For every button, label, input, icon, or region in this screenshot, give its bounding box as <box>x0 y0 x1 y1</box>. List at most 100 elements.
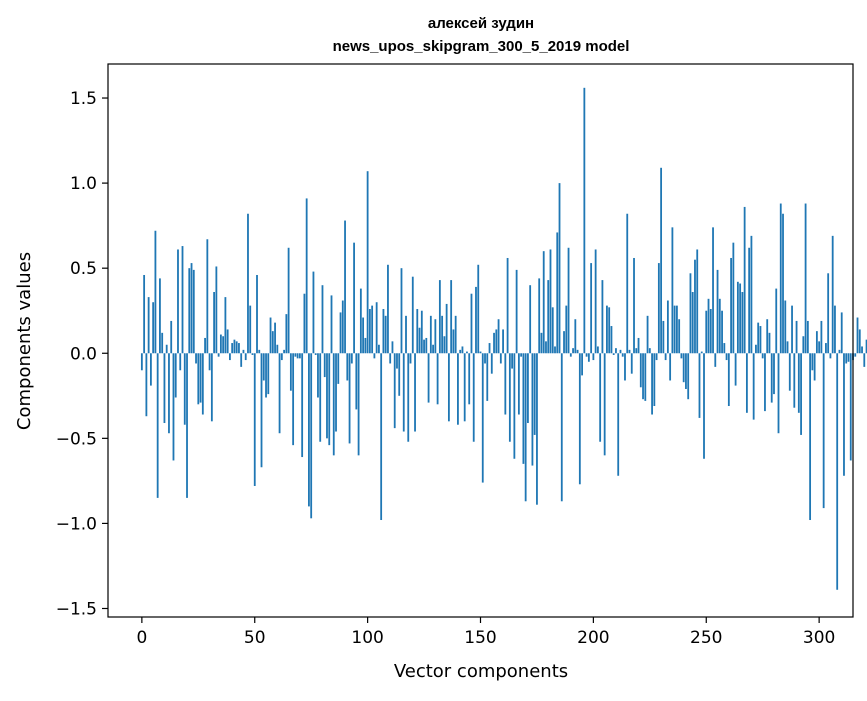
bar <box>520 353 523 357</box>
bar <box>779 203 782 354</box>
bar <box>863 353 866 367</box>
bar <box>387 264 389 354</box>
bar <box>845 353 848 364</box>
bar <box>271 331 274 354</box>
bar <box>549 249 552 354</box>
bar <box>217 353 220 357</box>
bar <box>703 353 705 459</box>
bar <box>289 353 292 391</box>
bar <box>730 257 732 354</box>
bar <box>280 353 283 361</box>
bar <box>445 303 448 354</box>
bar <box>258 349 261 354</box>
bar <box>723 343 726 354</box>
bar <box>565 305 568 354</box>
bar <box>389 353 392 364</box>
bar <box>359 288 362 354</box>
bar <box>317 353 319 398</box>
bar <box>305 198 308 354</box>
y-tick-label: 1.0 <box>70 174 97 194</box>
bar <box>689 273 692 354</box>
bar-series <box>140 87 867 590</box>
bar <box>380 353 383 521</box>
bar <box>734 353 737 386</box>
bar <box>497 319 500 354</box>
bar <box>348 353 351 444</box>
bar <box>434 319 437 354</box>
bar <box>635 348 638 354</box>
bar <box>508 353 511 442</box>
bar <box>235 341 238 354</box>
y-tick-label: −1.5 <box>56 599 97 619</box>
bar <box>545 341 547 354</box>
bar <box>847 353 850 362</box>
bar <box>429 315 432 354</box>
bar <box>606 305 608 354</box>
bar <box>269 317 272 354</box>
bar <box>682 353 685 383</box>
bar <box>337 353 340 384</box>
bar <box>836 353 839 590</box>
bar <box>515 269 518 354</box>
bar <box>802 336 805 354</box>
bar <box>195 353 197 364</box>
bar <box>574 319 577 354</box>
bar <box>475 286 477 354</box>
bar <box>578 353 581 485</box>
bar <box>161 332 164 354</box>
bar <box>793 353 796 408</box>
bar <box>533 353 536 435</box>
bar <box>782 213 784 354</box>
bar <box>378 344 380 354</box>
x-tick-label: 150 <box>464 628 496 648</box>
bar <box>709 309 712 354</box>
bar <box>183 353 186 425</box>
bar <box>513 353 516 459</box>
bar <box>371 305 374 354</box>
bar <box>527 353 529 424</box>
chart-title-line1: алексей зудин <box>428 15 534 32</box>
bar <box>400 268 403 354</box>
bar <box>405 315 407 354</box>
bar <box>825 343 827 354</box>
bar <box>619 349 622 354</box>
bar <box>292 353 295 446</box>
x-tick-label: 200 <box>577 628 609 648</box>
bar <box>481 353 484 483</box>
bar <box>170 320 173 354</box>
bar <box>624 353 626 381</box>
bar <box>628 349 631 354</box>
bar <box>332 353 335 456</box>
bar <box>393 353 396 429</box>
bar <box>168 353 170 434</box>
bar <box>791 305 793 354</box>
bar <box>427 353 430 403</box>
bar <box>326 353 328 439</box>
bar <box>409 353 412 364</box>
bar <box>664 353 667 361</box>
bar <box>450 280 453 354</box>
bar <box>143 274 146 354</box>
bar <box>764 353 766 412</box>
bar <box>438 280 441 354</box>
bar <box>364 337 367 354</box>
bar <box>768 332 771 354</box>
bar <box>441 315 444 354</box>
bar <box>423 339 425 354</box>
bar <box>531 353 534 466</box>
x-tick-label: 250 <box>690 628 722 648</box>
bar <box>459 349 462 354</box>
bar <box>524 353 527 502</box>
bar <box>341 300 344 354</box>
bar <box>547 280 550 354</box>
x-axis-label: Vector components <box>394 661 568 682</box>
bar <box>691 292 694 354</box>
bar <box>265 353 267 398</box>
bar <box>666 300 669 354</box>
bar <box>748 247 751 354</box>
bar <box>443 336 446 354</box>
bar <box>804 203 807 354</box>
bar <box>260 353 263 468</box>
bar <box>840 312 843 354</box>
bar <box>285 314 288 354</box>
